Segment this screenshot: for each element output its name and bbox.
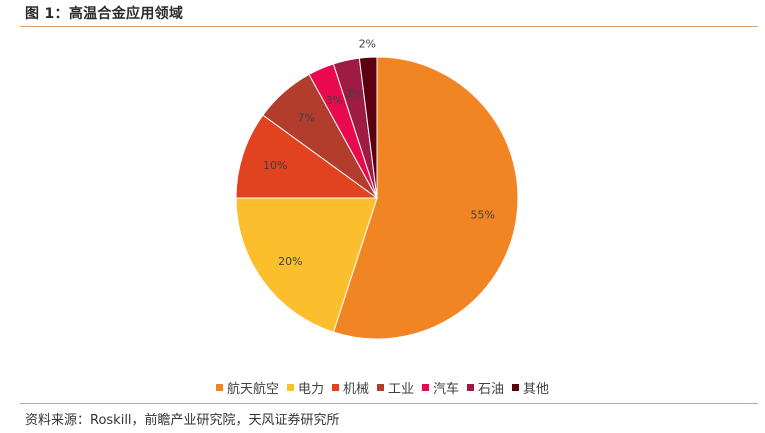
pie-slice-1 bbox=[235, 197, 378, 333]
legend-label-5: 石油 bbox=[478, 382, 505, 397]
legend-label-2: 机械 bbox=[342, 382, 369, 397]
figure-title: 图 1：高温合金应用领域 bbox=[25, 6, 184, 22]
legend-swatch-3 bbox=[376, 384, 384, 391]
slice-label-0: 55% bbox=[470, 209, 494, 222]
slice-label-2: 10% bbox=[263, 159, 287, 172]
legend-item-2: 机械 bbox=[331, 378, 369, 397]
bottom-divider bbox=[20, 403, 758, 404]
slice-label-1: 20% bbox=[278, 255, 302, 268]
legend-swatch-6 bbox=[512, 384, 520, 391]
legend-swatch-2 bbox=[331, 384, 339, 391]
legend-item-4: 汽车 bbox=[422, 378, 459, 397]
source-note: 资料来源：Roskill，前瞻产业研究院，天风证券研究所 bbox=[25, 413, 340, 428]
pie-slice-0 bbox=[332, 56, 519, 340]
legend-item-1: 电力 bbox=[286, 378, 324, 397]
legend-label-6: 其他 bbox=[523, 382, 550, 397]
legend-item-0: 航天航空 bbox=[215, 378, 279, 397]
pie-slice-6 bbox=[358, 56, 378, 199]
legend-swatch-1 bbox=[286, 384, 294, 391]
legend-label-1: 电力 bbox=[297, 382, 324, 397]
legend-item-3: 工业 bbox=[376, 378, 414, 397]
pie-slice-2 bbox=[235, 114, 379, 199]
legend-item-6: 其他 bbox=[512, 378, 549, 397]
legend-swatch-5 bbox=[467, 384, 475, 391]
slice-label-5: 3% bbox=[345, 88, 362, 101]
legend-label-0: 航天航空 bbox=[226, 382, 279, 397]
legend-label-4: 汽车 bbox=[433, 382, 460, 397]
legend-item-5: 石油 bbox=[467, 378, 504, 397]
slice-label-6: 2% bbox=[359, 37, 376, 50]
legend-label-3: 工业 bbox=[387, 382, 414, 397]
pie-chart: 55% 20% 10% 7% 3% 3% 2% bbox=[235, 37, 519, 340]
chart-legend: 航天航空 电力 机械 工业 汽车 石油 其他 bbox=[0, 378, 765, 397]
top-divider bbox=[20, 26, 758, 27]
legend-swatch-0 bbox=[215, 384, 223, 391]
legend-swatch-4 bbox=[422, 384, 429, 391]
slice-label-4: 3% bbox=[326, 94, 343, 107]
slice-label-3: 7% bbox=[297, 112, 314, 125]
